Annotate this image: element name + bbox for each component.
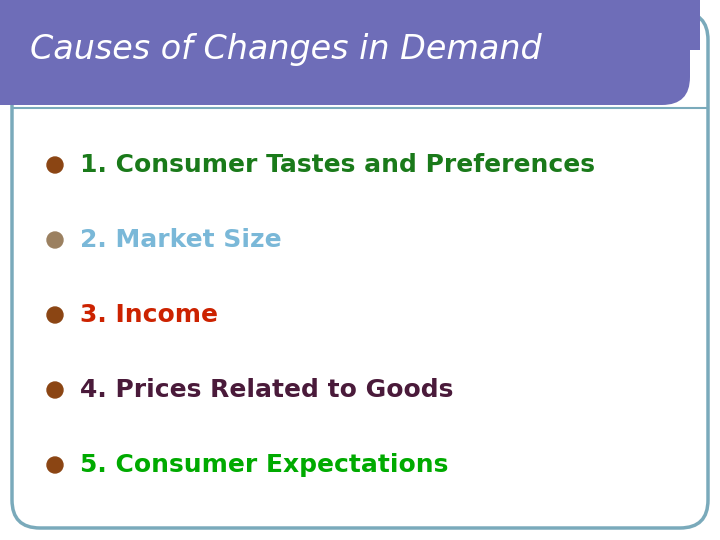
- Circle shape: [47, 157, 63, 173]
- FancyBboxPatch shape: [0, 0, 690, 105]
- Circle shape: [47, 232, 63, 248]
- Text: 1. Consumer Tastes and Preferences: 1. Consumer Tastes and Preferences: [80, 153, 595, 177]
- Text: 3. Income: 3. Income: [80, 303, 218, 327]
- FancyBboxPatch shape: [12, 12, 708, 528]
- Text: 4. Prices Related to Goods: 4. Prices Related to Goods: [80, 378, 454, 402]
- Bar: [0, 0, 700, 50]
- Circle shape: [47, 382, 63, 398]
- Bar: [0, 0, 290, 105]
- Text: Causes of Changes in Demand: Causes of Changes in Demand: [30, 33, 541, 66]
- Text: 5. Consumer Expectations: 5. Consumer Expectations: [80, 453, 449, 477]
- Circle shape: [47, 457, 63, 473]
- Circle shape: [47, 307, 63, 323]
- Text: 2. Market Size: 2. Market Size: [80, 228, 282, 252]
